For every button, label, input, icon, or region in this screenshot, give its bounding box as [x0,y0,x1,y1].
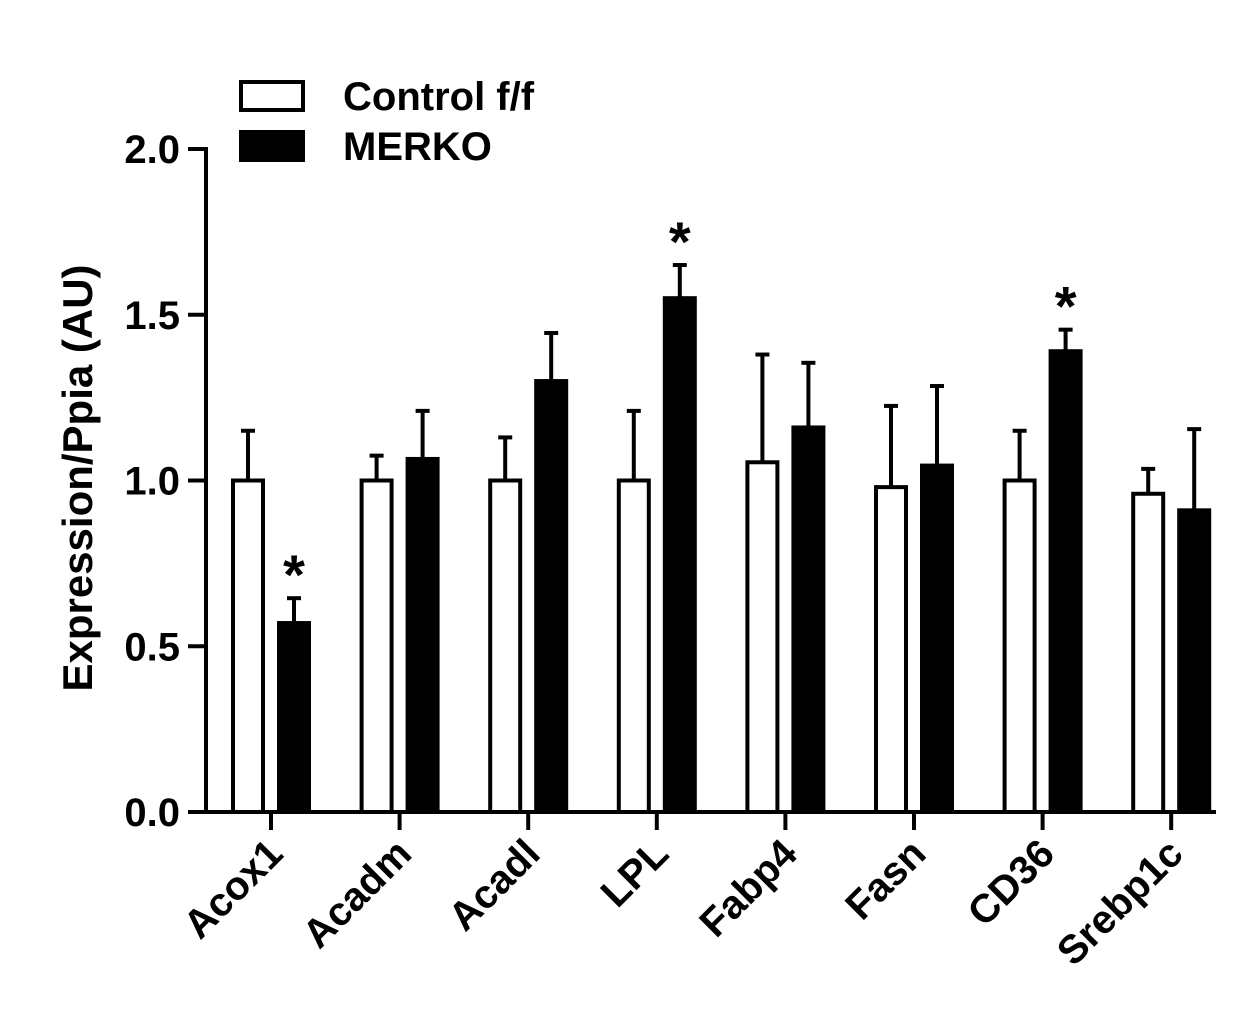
x-tick-label: Srebp1c [1049,831,1192,974]
significance-asterisk: * [283,543,305,606]
bar-merko [534,379,569,814]
bar-merko [791,425,826,814]
legend-swatch-merko [239,130,305,162]
y-axis-label: Expression/Ppia (AU) [54,264,101,691]
x-tick-label: Fabp4 [691,831,806,946]
bar-control [1131,491,1166,814]
bar-control [359,478,394,814]
bar-control [231,478,265,814]
x-tick-label: Acadm [295,831,420,956]
x-tick-label: Acadl [440,831,548,939]
x-tick-label: LPL [593,831,678,916]
legend: Control f/f MERKO [239,75,535,169]
bars: * * * [231,210,1212,814]
legend-label-merko: MERKO [343,125,492,169]
y-tick-label: 2.0 [124,128,180,172]
significance-asterisk: * [669,210,691,273]
x-tick-label: CD36 [960,831,1063,934]
bar-merko [1177,508,1212,814]
bar-merko [920,463,954,814]
y-tick-label: 0.0 [124,791,180,835]
bar-merko [277,621,311,814]
bar-control [1002,478,1037,814]
significance-asterisk: * [1055,275,1077,338]
bar-merko [405,456,440,814]
legend-swatch-control [239,80,305,112]
bar-control [616,478,651,814]
y-tick-label: 1.5 [124,294,180,338]
x-tick-label: Acox1 [175,831,291,947]
bar-merko [662,296,697,814]
legend-label-control: Control f/f [343,75,535,119]
bar-control [874,485,908,814]
x-tick-label: Fasn [837,831,934,928]
y-tick-label: 0.5 [124,625,180,669]
bar-control [745,460,780,814]
bar-control [488,478,523,814]
bar-merko [1048,349,1083,814]
y-tick-label: 1.0 [124,460,180,504]
